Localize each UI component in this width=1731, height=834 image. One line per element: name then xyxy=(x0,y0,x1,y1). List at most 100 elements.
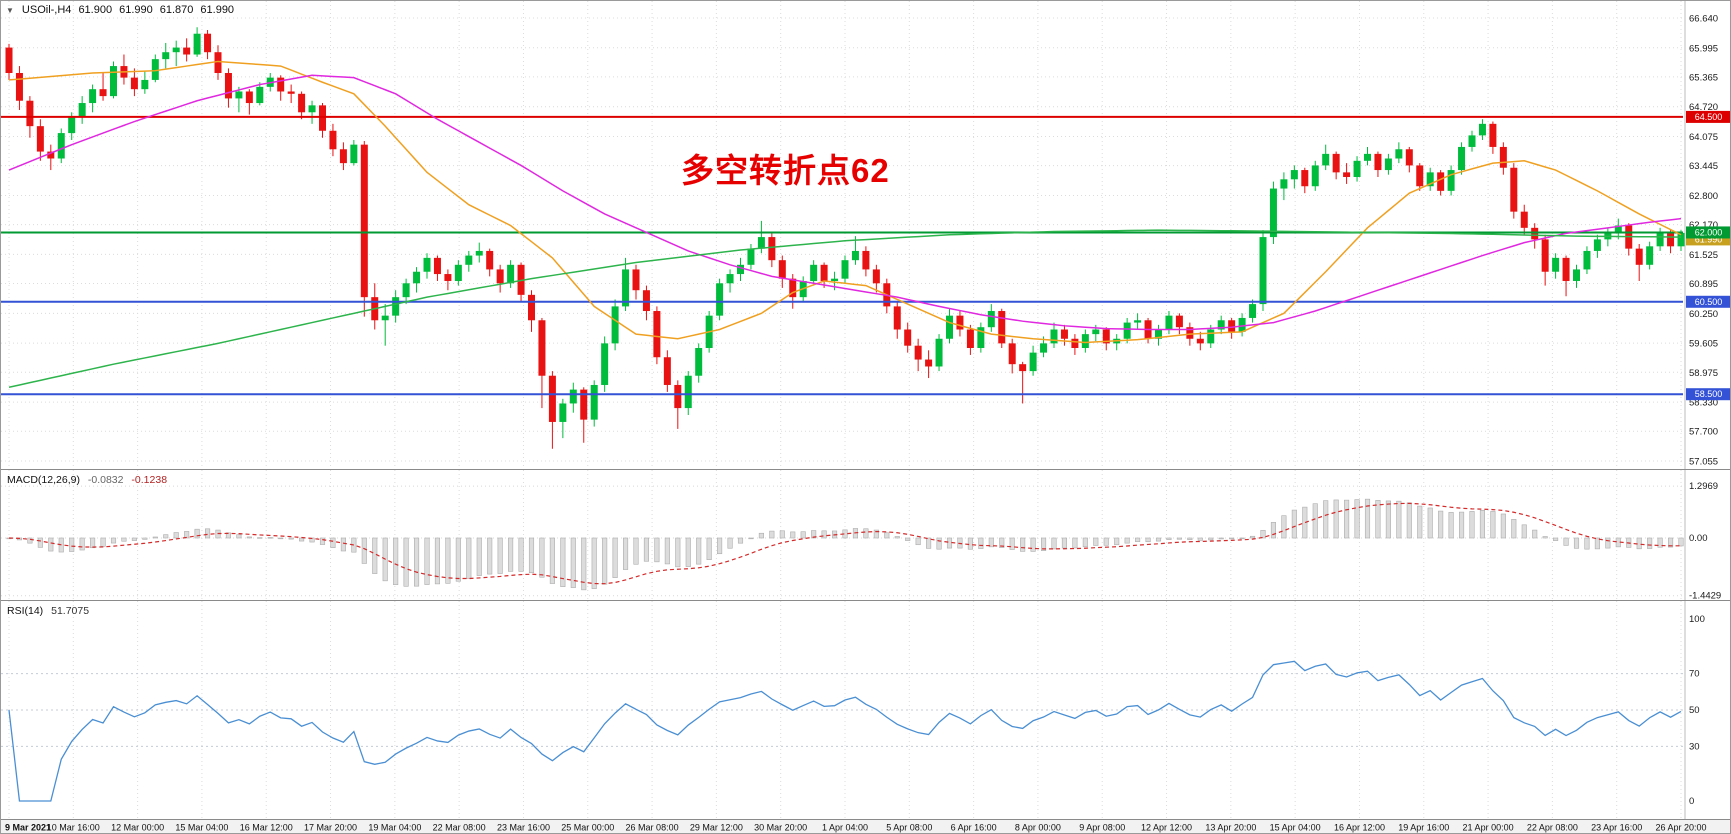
macd-histogram-bar xyxy=(539,537,545,578)
macd-histogram-bar xyxy=(288,537,294,540)
candle-body xyxy=(914,345,922,360)
macd-histogram-bar xyxy=(372,537,378,574)
collapse-chart-icon[interactable]: ▼ xyxy=(6,5,14,15)
candle-body xyxy=(47,151,55,159)
candle-body xyxy=(224,72,232,99)
price-badge-label: 58.500 xyxy=(1695,389,1723,399)
candle-body xyxy=(1374,153,1382,171)
time-tick-label: 12 Mar 00:00 xyxy=(111,823,164,833)
macd-histogram xyxy=(6,498,1684,591)
horizontal-level-lines[interactable] xyxy=(1,115,1683,396)
candle-body xyxy=(810,264,818,281)
time-tick-label: 6 Apr 16:00 xyxy=(951,823,997,833)
macd-indicator-panel[interactable]: 1.2969 0.00 -1.4429 MACD(12,26,9) -0.0832 … xyxy=(1,469,1730,600)
macd-histogram-bar xyxy=(361,537,367,564)
macd-histogram-bar xyxy=(466,537,472,579)
macd-histogram-bar xyxy=(413,537,420,587)
time-tick-label: 22 Mar 08:00 xyxy=(433,823,486,833)
macd-histogram-bar xyxy=(1479,510,1485,539)
candle-body xyxy=(57,133,65,159)
macd-level-lines xyxy=(1,485,1683,597)
price-chart-panel[interactable]: 66.640 65.995 65.365 64.720 64.075 63.445 62.8… xyxy=(1,1,1730,469)
candle-body xyxy=(99,89,107,97)
rsi-label: RSI(14) 51.7075 xyxy=(7,605,89,617)
price-tick-label: 58.975 xyxy=(1689,368,1718,379)
macd-histogram-bar xyxy=(988,537,994,548)
macd-histogram-bar xyxy=(570,537,576,588)
candle-body xyxy=(204,33,212,53)
candle-body xyxy=(1437,172,1445,191)
macd-histogram-bar xyxy=(1532,529,1538,539)
candle-body xyxy=(1301,170,1309,187)
candle-body xyxy=(1217,320,1225,330)
macd-histogram-bar xyxy=(1239,537,1245,540)
macd-label: MACD(12,26,9) -0.0832 -0.1238 xyxy=(7,474,167,486)
time-tick-label: 19 Apr 16:00 xyxy=(1398,823,1449,833)
candle-body xyxy=(1395,149,1403,159)
candle-body xyxy=(1426,172,1434,187)
candle-body xyxy=(663,357,671,385)
macd-histogram-bar xyxy=(1521,524,1527,539)
candle-body xyxy=(789,278,797,298)
macd-histogram-bar xyxy=(1093,537,1099,546)
candle-body xyxy=(872,269,880,284)
candle-body xyxy=(1343,172,1351,177)
ma-magenta-line xyxy=(8,74,1682,331)
macd-histogram-bar xyxy=(508,537,514,572)
candle-body xyxy=(528,294,535,321)
macd-histogram-bar xyxy=(1197,537,1203,541)
candle-body xyxy=(1520,211,1528,228)
macd-histogram-bar xyxy=(1250,535,1256,539)
rsi-indicator-panel[interactable]: 100 70 50 30 0 RSI(14) 51.7075 xyxy=(1,600,1730,819)
macd-histogram-bar xyxy=(790,531,796,539)
candle-body xyxy=(130,77,138,90)
price-badge xyxy=(1686,226,1730,239)
macd-histogram-bar xyxy=(173,532,179,539)
macd-histogram-bar xyxy=(821,530,827,539)
price-tick-label: 62.170 xyxy=(1689,220,1718,231)
price-tick-label: 61.525 xyxy=(1689,250,1718,261)
candle-body xyxy=(1050,329,1058,344)
candle-body xyxy=(1353,160,1361,177)
time-axis-bar[interactable]: 9 Mar 2021 10 Mar 16:00 12 Mar 00:00 15 Mar… xyxy=(1,819,1730,833)
macd-histogram-bar xyxy=(48,537,54,552)
chart-annotation-text[interactable]: 多空转折点62 xyxy=(681,152,890,189)
time-tick-label: 15 Apr 04:00 xyxy=(1270,823,1321,833)
macd-histogram-bar xyxy=(1145,537,1151,543)
macd-histogram-bar xyxy=(1009,537,1015,550)
candle-body xyxy=(319,105,326,131)
candle-body xyxy=(1123,322,1131,339)
time-tick-label: 21 Apr 00:00 xyxy=(1463,823,1514,833)
macd-histogram-bar xyxy=(340,537,346,552)
candle-body xyxy=(1478,123,1486,136)
candle-body xyxy=(820,264,828,281)
price-tick-label: 60.250 xyxy=(1689,309,1718,320)
candle-body xyxy=(1092,329,1100,335)
macd-histogram-bar xyxy=(748,537,754,540)
price-tick-label: 65.365 xyxy=(1689,72,1718,83)
macd-histogram-bar xyxy=(142,537,148,540)
time-tick-label: 9 Mar 2021 xyxy=(5,823,51,833)
macd-histogram-bar xyxy=(1563,537,1569,546)
candle-body xyxy=(1238,317,1246,332)
candle-body xyxy=(89,89,97,104)
candle-body xyxy=(1573,269,1580,281)
macd-histogram-bar xyxy=(1553,537,1559,541)
macd-histogram-bar xyxy=(1490,511,1496,539)
macd-canvas: 1.2969 0.00 -1.4429 xyxy=(1,470,1721,600)
rsi-line xyxy=(8,660,1682,802)
macd-histogram-bar xyxy=(299,537,305,542)
time-tick-label: 8 Apr 00:00 xyxy=(1015,823,1061,833)
macd-histogram-bar xyxy=(528,537,535,574)
macd-histogram-bar xyxy=(487,537,493,575)
candle-body xyxy=(1447,170,1455,191)
macd-histogram-bar xyxy=(246,536,252,539)
candle-body xyxy=(256,86,264,104)
candle-body xyxy=(904,329,912,346)
symbol-timeframe-label: USOil-,H4 xyxy=(21,4,72,16)
candle-body xyxy=(1384,158,1392,171)
macd-histogram-bar xyxy=(1668,537,1674,548)
